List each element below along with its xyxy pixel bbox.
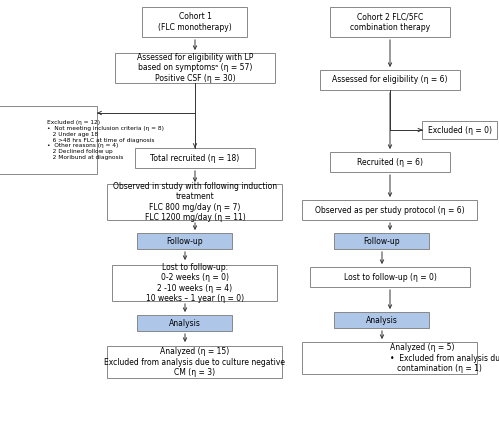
Text: Observed in study with following induction
treatment
FLC 800 mg/day (η = 7)
FLC : Observed in study with following inducti… [113, 182, 277, 222]
Text: Observed as per study protocol (η = 6): Observed as per study protocol (η = 6) [315, 206, 465, 214]
FancyBboxPatch shape [138, 233, 233, 249]
FancyBboxPatch shape [107, 184, 282, 220]
Text: Cohort 1
(FLC monotherapy): Cohort 1 (FLC monotherapy) [158, 12, 232, 32]
FancyBboxPatch shape [135, 148, 255, 168]
FancyBboxPatch shape [334, 233, 430, 249]
Text: Recruited (η = 6): Recruited (η = 6) [357, 158, 423, 166]
FancyBboxPatch shape [302, 200, 478, 220]
FancyBboxPatch shape [0, 106, 97, 174]
Text: Lost to follow-up (η = 0): Lost to follow-up (η = 0) [344, 273, 437, 281]
FancyBboxPatch shape [107, 346, 282, 378]
Text: Follow-up: Follow-up [167, 237, 203, 246]
FancyBboxPatch shape [330, 152, 450, 172]
FancyBboxPatch shape [423, 121, 498, 139]
FancyBboxPatch shape [143, 7, 248, 37]
FancyBboxPatch shape [138, 315, 233, 331]
FancyBboxPatch shape [310, 267, 470, 287]
Text: Excluded (η = 12)
•  Not meeting inclusion criteria (η = 8)
   2 Under age 18
  : Excluded (η = 12) • Not meeting inclusio… [47, 120, 164, 160]
FancyBboxPatch shape [330, 7, 450, 37]
FancyBboxPatch shape [115, 53, 275, 83]
Text: Analysis: Analysis [169, 318, 201, 328]
Text: Analyzed (η = 5)
•  Excluded from analysis due to sample
   contamination (η = 1: Analyzed (η = 5) • Excluded from analysi… [390, 343, 499, 373]
Text: Cohort 2 FLC/5FC
combination therapy: Cohort 2 FLC/5FC combination therapy [350, 12, 430, 32]
FancyBboxPatch shape [112, 265, 277, 301]
FancyBboxPatch shape [334, 312, 430, 328]
FancyBboxPatch shape [320, 70, 460, 90]
Text: Follow-up: Follow-up [364, 237, 400, 246]
Text: Assessed for eligibility with LP
based on symptomsᵃ (η = 57)
Positive CSF (η = 3: Assessed for eligibility with LP based o… [137, 53, 253, 83]
Text: Lost to follow-up:
0-2 weeks (η = 0)
2 -10 weeks (η = 4)
10 weeks – 1 year (η = : Lost to follow-up: 0-2 weeks (η = 0) 2 -… [146, 263, 244, 303]
Text: Assessed for eligibility (η = 6): Assessed for eligibility (η = 6) [332, 75, 448, 84]
Text: Total recruited (η = 18): Total recruited (η = 18) [150, 154, 240, 163]
FancyBboxPatch shape [302, 342, 478, 374]
Text: Excluded (η = 0): Excluded (η = 0) [428, 126, 492, 135]
Text: Analyzed (η = 15)
Excluded from analysis due to culture negative
CM (η = 3): Analyzed (η = 15) Excluded from analysis… [104, 347, 285, 377]
Text: Analysis: Analysis [366, 316, 398, 325]
